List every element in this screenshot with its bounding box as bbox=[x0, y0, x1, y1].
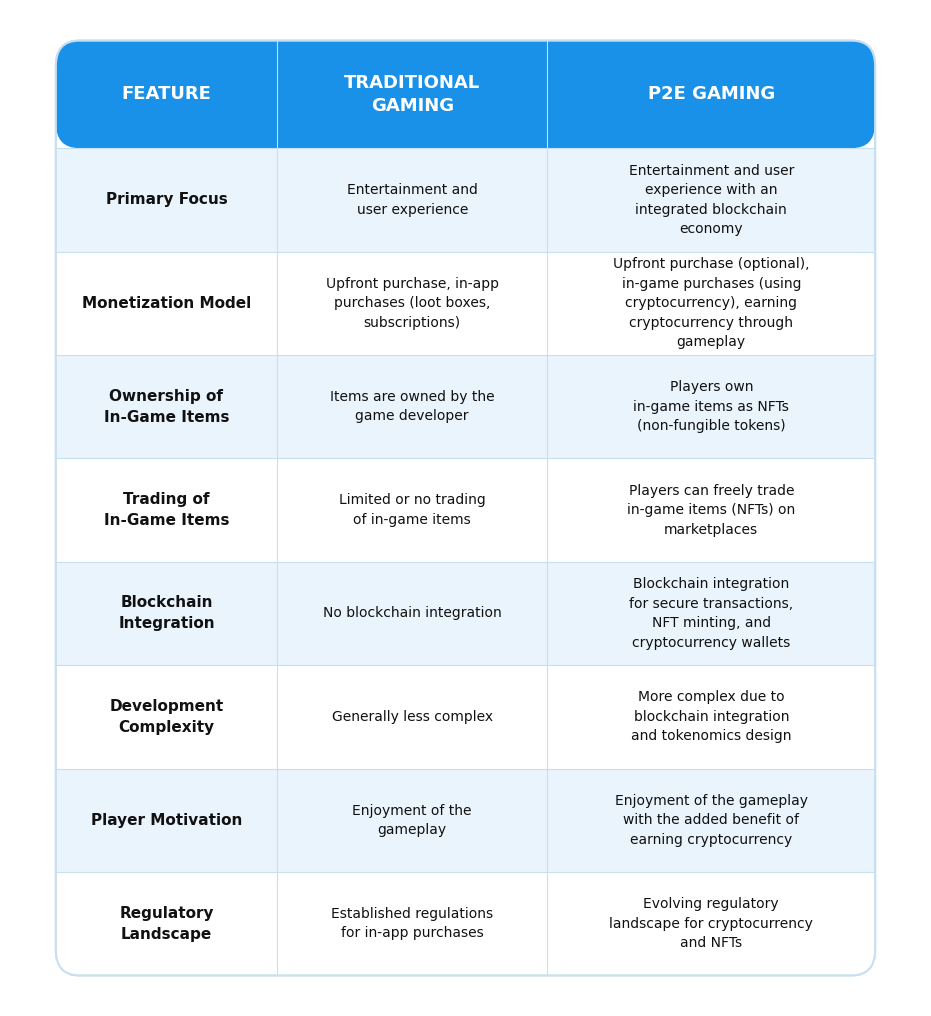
Text: TRADITIONAL
GAMING: TRADITIONAL GAMING bbox=[344, 73, 480, 115]
Bar bbox=[56, 768, 875, 872]
Text: Players own
in-game items as NFTs
(non-fungible tokens): Players own in-game items as NFTs (non-f… bbox=[633, 380, 789, 433]
Text: No blockchain integration: No blockchain integration bbox=[323, 607, 502, 621]
Text: Generally less complex: Generally less complex bbox=[331, 710, 492, 723]
Bar bbox=[56, 562, 875, 665]
Text: FEATURE: FEATURE bbox=[122, 85, 211, 104]
Text: Players can freely trade
in-game items (NFTs) on
marketplaces: Players can freely trade in-game items (… bbox=[627, 484, 795, 536]
Bar bbox=[56, 355, 875, 458]
Text: Enjoyment of the gameplay
with the added benefit of
earning cryptocurrency: Enjoyment of the gameplay with the added… bbox=[614, 793, 808, 846]
Text: Evolving regulatory
landscape for cryptocurrency
and NFTs: Evolving regulatory landscape for crypto… bbox=[610, 897, 813, 950]
Text: Development
Complexity: Development Complexity bbox=[109, 699, 223, 735]
Text: Entertainment and
user experience: Entertainment and user experience bbox=[347, 183, 478, 216]
Text: Enjoyment of the
gameplay: Enjoyment of the gameplay bbox=[353, 804, 472, 837]
Text: More complex due to
blockchain integration
and tokenomics design: More complex due to blockchain integrati… bbox=[631, 690, 791, 744]
Text: Ownership of
In-Game Items: Ownership of In-Game Items bbox=[103, 389, 229, 425]
Bar bbox=[56, 872, 875, 975]
Text: Items are owned by the
game developer: Items are owned by the game developer bbox=[330, 390, 494, 424]
Text: Player Motivation: Player Motivation bbox=[91, 813, 242, 828]
Text: Regulatory
Landscape: Regulatory Landscape bbox=[119, 905, 214, 942]
Bar bbox=[56, 252, 875, 355]
Text: Entertainment and user
experience with an
integrated blockchain
economy: Entertainment and user experience with a… bbox=[628, 164, 794, 236]
Text: Established regulations
for in-app purchases: Established regulations for in-app purch… bbox=[331, 907, 493, 941]
Text: Blockchain
Integration: Blockchain Integration bbox=[118, 595, 215, 632]
Bar bbox=[56, 458, 875, 562]
Text: Primary Focus: Primary Focus bbox=[105, 192, 227, 207]
Text: Limited or no trading
of in-game items: Limited or no trading of in-game items bbox=[339, 494, 486, 526]
Text: Monetization Model: Monetization Model bbox=[82, 296, 251, 311]
Bar bbox=[56, 665, 875, 768]
Text: P2E GAMING: P2E GAMING bbox=[648, 85, 775, 104]
FancyBboxPatch shape bbox=[56, 41, 875, 975]
Text: Trading of
In-Game Items: Trading of In-Game Items bbox=[103, 492, 229, 528]
Bar bbox=[56, 148, 875, 252]
FancyBboxPatch shape bbox=[56, 41, 875, 148]
Text: Blockchain integration
for secure transactions,
NFT minting, and
cryptocurrency : Blockchain integration for secure transa… bbox=[629, 577, 793, 649]
Text: Upfront purchase, in-app
purchases (loot boxes,
subscriptions): Upfront purchase, in-app purchases (loot… bbox=[326, 276, 499, 330]
Text: Upfront purchase (optional),
in-game purchases (using
cryptocurrency), earning
c: Upfront purchase (optional), in-game pur… bbox=[613, 257, 810, 350]
